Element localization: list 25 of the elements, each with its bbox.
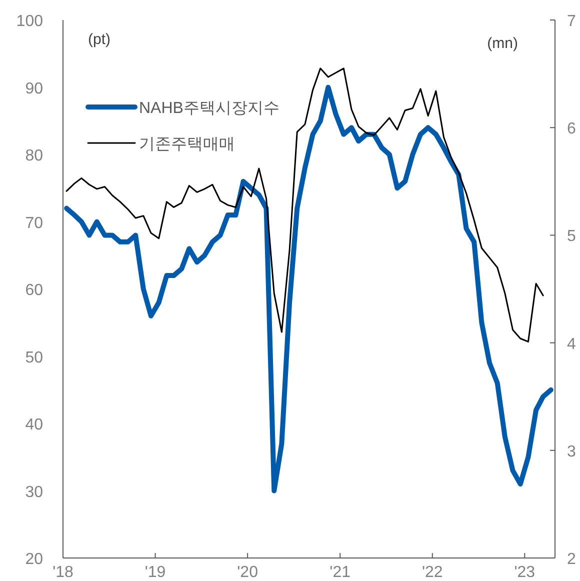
legend-label: 기존주택매매 [139,136,235,153]
y-tick-label: 20 [25,551,44,568]
y-tick-label: 70 [25,214,44,232]
x-tick-label: '22 [422,564,443,581]
y-tick-label: 60 [25,282,44,299]
y2-tick-label: 2 [567,551,576,568]
y-tick-label: 90 [25,80,44,98]
y2-tick-label: 3 [567,443,576,460]
x-tick-label: '18 [52,564,74,581]
y-tick-label: 80 [25,148,44,164]
y2-axis-title: (mn) [487,35,518,52]
x-tick-label: '23 [514,564,536,581]
y2-tick-label: 6 [567,120,576,138]
x-tick-label: '21 [330,564,351,581]
y-tick-label: 30 [25,484,44,501]
y-axis-title: (pt) [88,31,111,48]
y2-tick-label: 7 [567,13,576,30]
y-tick-label: 40 [25,416,44,434]
y-tick-label: 50 [25,349,44,366]
y2-tick-label: 4 [567,336,576,353]
legend-label: NAHB주택시장지수 [139,100,280,117]
y2-tick-label: 5 [567,228,576,246]
x-tick-label: '20 [237,564,258,581]
y-tick-label: 100 [16,13,44,30]
x-tick-label: '19 [144,564,166,581]
